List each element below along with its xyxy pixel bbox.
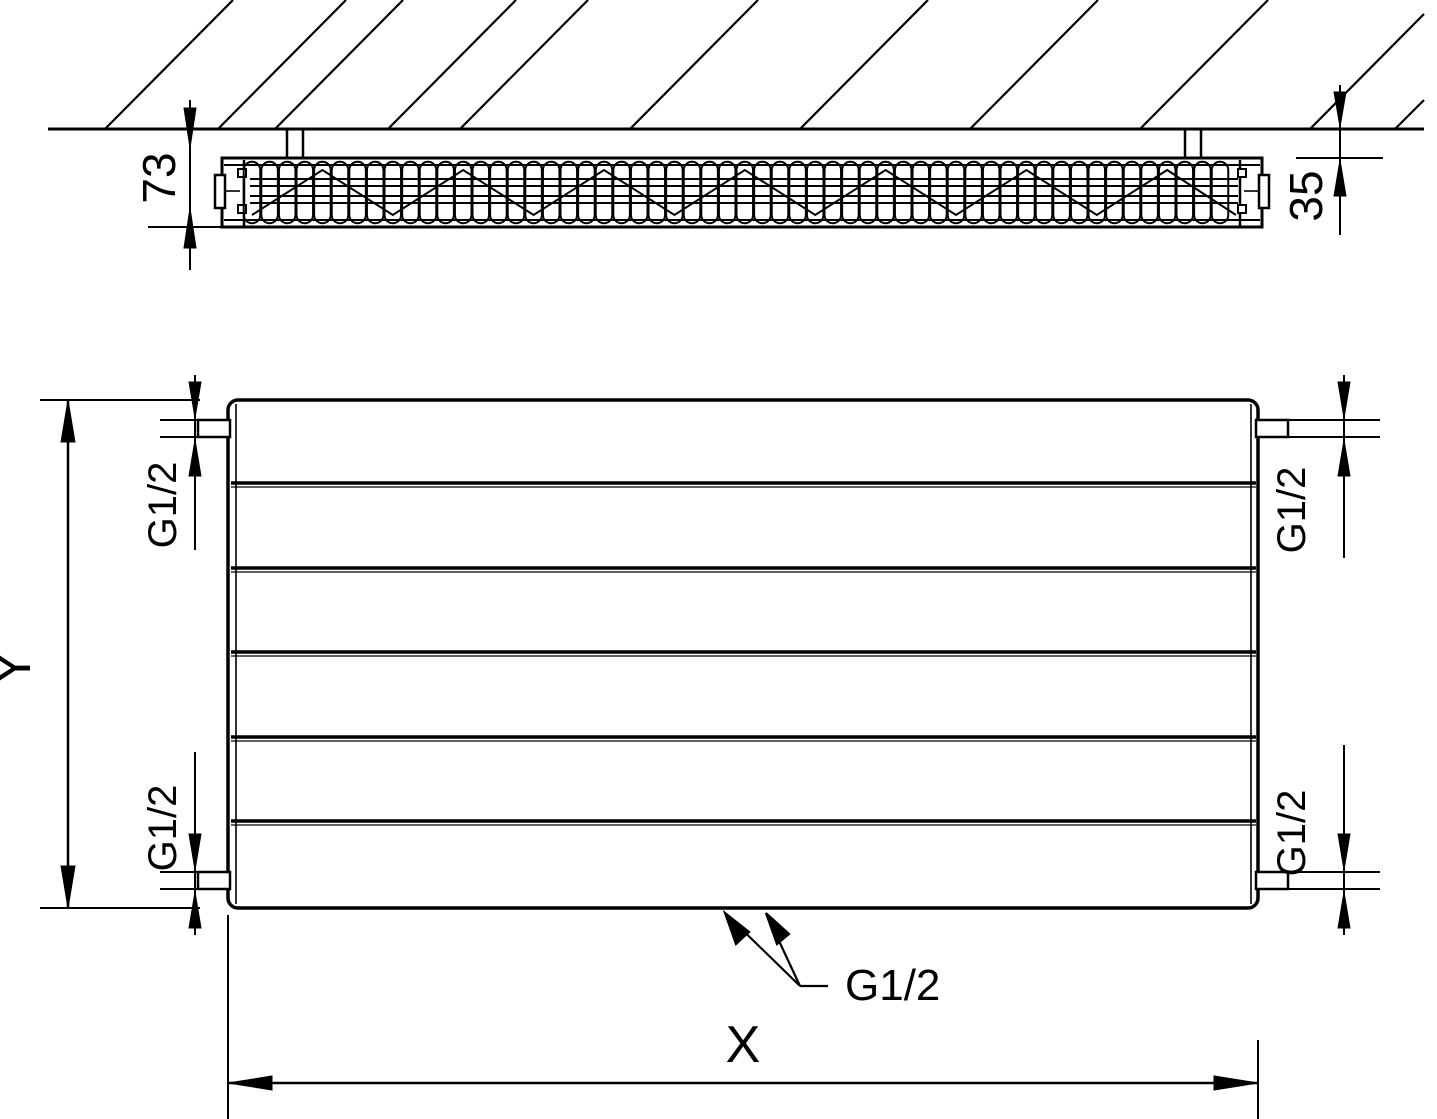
panel-side-edges xyxy=(235,404,1252,904)
convector-fin-loop xyxy=(471,160,491,225)
slat-dividers xyxy=(231,481,1256,823)
dimension-x-label: X xyxy=(726,1016,761,1074)
convector-fin-loop xyxy=(348,160,367,225)
wall-hatching xyxy=(104,0,1425,130)
connection-stub-bottom-right xyxy=(1254,870,1290,891)
convector-fin-loop xyxy=(330,160,350,225)
convector-fin-loop xyxy=(1017,160,1036,225)
convector-fin-loop xyxy=(365,160,385,225)
convector-fin-loop xyxy=(260,160,279,225)
convector-fin-loop xyxy=(594,160,614,225)
convector-fin-loop xyxy=(559,160,579,225)
convector-fin-loop xyxy=(313,160,332,225)
convector-fin-loop xyxy=(1175,160,1195,225)
convector-fin-loop xyxy=(717,160,737,225)
convector-fin-loop xyxy=(242,160,262,225)
right-end-cap xyxy=(1237,160,1271,226)
convector-fin-loop xyxy=(1052,160,1071,225)
convector-fin-loop xyxy=(577,160,596,225)
convector-fin-loop xyxy=(770,160,790,225)
convector-fin-loop xyxy=(893,160,913,225)
convector-fin-loop xyxy=(876,160,895,225)
convector-fin-loop xyxy=(823,160,843,225)
convector-fin-loop xyxy=(911,160,931,225)
g12-bottom-right-label: G1/2 xyxy=(1270,790,1314,877)
dimension-35-label: 35 xyxy=(1280,170,1332,221)
dimension-35 xyxy=(1296,85,1424,235)
convector-fin-loop xyxy=(436,160,455,225)
top-section-view: 73 35 xyxy=(48,0,1425,270)
connection-stub-top-left xyxy=(196,418,232,439)
convector-fin-loop xyxy=(1034,160,1054,225)
convector-fin-loop xyxy=(418,160,438,225)
g12-top-left-label: G1/2 xyxy=(141,462,185,549)
convector-fin-loop xyxy=(612,160,631,225)
front-view: G1/2 G1/2 G1/2 xyxy=(0,375,1380,1119)
convector-fin-loop xyxy=(665,160,684,225)
convector-fin-loop xyxy=(999,160,1019,225)
convector-zigzag-strand xyxy=(251,168,1237,217)
connection-stub-top-right xyxy=(1254,418,1290,439)
convector-fin-loop xyxy=(489,160,508,225)
dimension-73-label: 73 xyxy=(133,152,185,203)
convector-fin-loop xyxy=(506,160,526,225)
convector-fin-loop xyxy=(682,160,702,225)
convector-fin-loop xyxy=(541,160,561,225)
convector-fin-loop xyxy=(753,160,772,225)
convector-fin-loop xyxy=(735,160,755,225)
convector-fin-loop xyxy=(524,160,543,225)
g12-bottom-center-label: G1/2 xyxy=(845,961,940,1010)
dimension-g12-bottom-left xyxy=(160,752,230,935)
convector-fin-loop xyxy=(841,160,860,225)
convector-fin-loop xyxy=(981,160,1001,225)
convector-fin-loop xyxy=(1087,160,1107,225)
slat-shadow-lines xyxy=(231,486,1256,826)
convector-fin-loop xyxy=(295,160,315,225)
convector-fin-loop xyxy=(1105,160,1124,225)
dimension-g12-top-right xyxy=(1280,375,1380,558)
mounting-bracket-right xyxy=(1183,130,1203,160)
convector-fin-loop xyxy=(1140,160,1159,225)
mounting-bracket-left xyxy=(285,130,305,160)
convector-fin-loop xyxy=(277,160,297,225)
convector-fin-loop xyxy=(647,160,667,225)
convector-fins xyxy=(242,160,1238,225)
convector-fin-loop xyxy=(858,160,878,225)
dimension-x xyxy=(227,915,1259,1119)
convector-fin-loop xyxy=(1193,160,1212,225)
convector-fin-loop xyxy=(1122,160,1142,225)
g12-bottom-left-label: G1/2 xyxy=(141,785,185,872)
convector-fin-loop xyxy=(964,160,983,225)
convector-fin-loop xyxy=(1157,160,1177,225)
convector-fin-loop xyxy=(946,160,966,225)
dimension-g12-bottom-right xyxy=(1280,745,1380,935)
convector-fin-loop xyxy=(805,160,825,225)
convector-fin-loop xyxy=(1210,160,1230,225)
dimension-y xyxy=(40,399,200,909)
convector-fin-loop xyxy=(453,160,473,225)
dimension-y-label: Y xyxy=(0,651,42,686)
g12-bottom-leader xyxy=(722,909,828,988)
radiator-panel-outline xyxy=(226,398,1260,910)
convector-fin-loop xyxy=(700,160,719,225)
convector-fin-loop xyxy=(383,160,403,225)
convector-fin-loop xyxy=(401,160,420,225)
convector-fin-loop xyxy=(929,160,948,225)
dimension-73 xyxy=(148,100,233,270)
convector-fin-loop xyxy=(788,160,807,225)
convector-fin-loop xyxy=(629,160,649,225)
connection-stub-bottom-left xyxy=(196,870,232,891)
g12-top-right-label: G1/2 xyxy=(1270,467,1314,554)
convector-fin-loop xyxy=(1069,160,1089,225)
